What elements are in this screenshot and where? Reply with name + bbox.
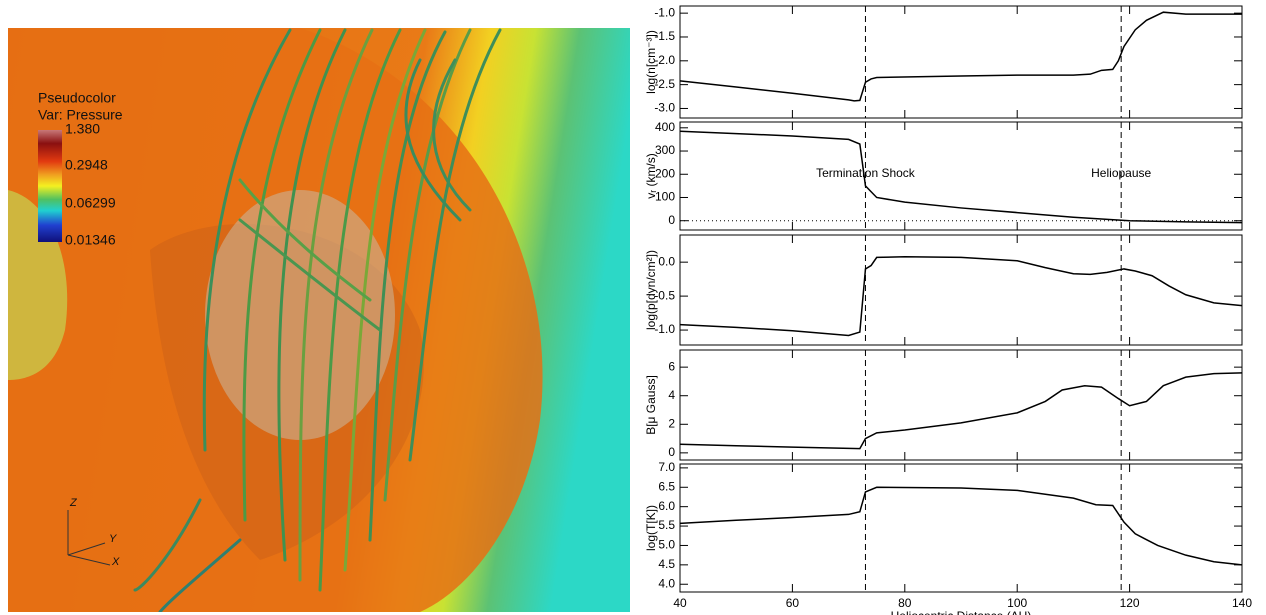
x-tick-label: 40 [673, 596, 687, 610]
y-tick-label: 4 [668, 388, 675, 402]
legend-label: 0.06299 [65, 195, 116, 211]
y-tick-label: -3.0 [654, 101, 675, 115]
y-axis-label: B[μ Gauss] [644, 375, 658, 435]
y-tick-label: 200 [655, 166, 675, 180]
y-tick-label: -2.0 [654, 53, 675, 67]
field-lines [133, 28, 502, 612]
y-axis-label: log(n[cm⁻³]) [644, 30, 658, 94]
y-tick-label: 400 [655, 120, 675, 134]
x-tick-label: 120 [1120, 596, 1140, 610]
y-tick-label: -1.5 [654, 29, 675, 43]
x-tick-label: 100 [1007, 596, 1027, 610]
y-tick-label: 5.5 [658, 518, 675, 532]
plot-frame [679, 349, 1243, 461]
legend-label: 1.380 [65, 121, 100, 137]
y-tick-label: 0.0 [658, 254, 675, 268]
y-tick-label: 6.5 [658, 479, 675, 493]
plot-frame [679, 5, 1243, 119]
y-tick-label: -2.5 [654, 77, 675, 91]
legend-variable: Var: Pressure [38, 107, 123, 123]
y-tick-label: 6.0 [658, 499, 675, 513]
y-tick-label: 6 [668, 359, 675, 373]
axis-label: Z [69, 497, 78, 509]
legend-label: 0.2948 [65, 157, 108, 173]
axis-label: X [111, 556, 120, 568]
y-tick-label: 4.5 [658, 557, 675, 571]
y-axis-label: log(T[K]) [644, 505, 658, 551]
y-tick-label: 2 [668, 416, 675, 430]
data-line [679, 130, 1243, 224]
x-tick-label: 60 [786, 596, 800, 610]
data-line [679, 486, 1243, 566]
y-tick-label: 4.0 [658, 576, 675, 590]
annotation: Termination Shock [816, 166, 916, 180]
y-tick-label: -1.0 [654, 5, 675, 19]
plot-frame [679, 121, 1243, 231]
x-tick-label: 140 [1232, 596, 1252, 610]
x-tick-label: 80 [898, 596, 912, 610]
y-tick-label: 0 [668, 445, 675, 459]
pressure-visualization: Pseudocolor Var: Pressure 1.380 0.2948 0… [8, 28, 630, 612]
legend-label: 0.01346 [65, 232, 116, 248]
plot-frame [679, 463, 1243, 593]
annotation: Heliopause [1091, 166, 1151, 180]
heliosphere [205, 190, 395, 440]
y-axis-label: log(p[dyn/cm²]) [644, 250, 658, 330]
y-tick-label: 100 [655, 190, 675, 204]
y-tick-label: 300 [655, 143, 675, 157]
data-line [679, 11, 1242, 102]
data-line [679, 372, 1243, 450]
y-tick-label: 7.0 [658, 460, 675, 474]
x-axis-label: Heliocentric Distance (AU) [891, 609, 1032, 615]
axis-triad [67, 510, 111, 566]
y-tick-label: -1.0 [654, 322, 675, 336]
data-line [679, 255, 1243, 337]
colorbar [38, 130, 62, 242]
legend-title: Pseudocolor [38, 90, 116, 106]
y-axis-label: vᵣ (km/s) [644, 153, 658, 199]
y-tick-label: 0 [668, 213, 675, 227]
axis-label: Y [109, 533, 117, 545]
y-tick-label: 5.0 [658, 538, 675, 552]
plot-frame [679, 234, 1243, 346]
y-tick-label: -0.5 [654, 288, 675, 302]
